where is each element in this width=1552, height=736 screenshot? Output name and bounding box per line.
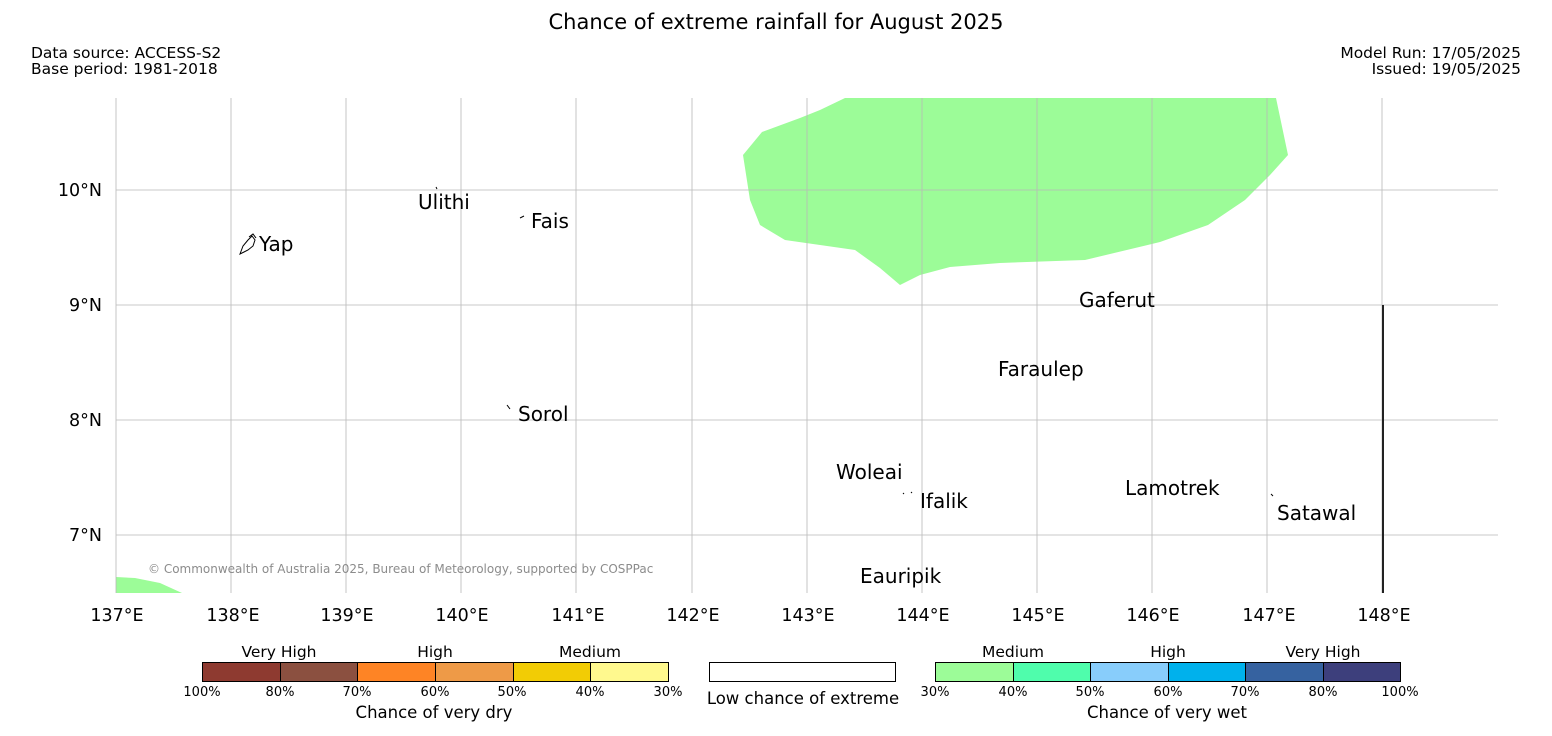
island-outlines	[239, 186, 1274, 497]
place-label-eauripik: Eauripik	[860, 564, 942, 588]
dry-swatch	[513, 663, 592, 681]
lat-label: 8°N	[69, 411, 102, 431]
dry-category-label: Very High	[241, 643, 317, 661]
place-label-fais: Fais	[531, 209, 569, 233]
satawal-island-outline	[1270, 493, 1274, 497]
lon-label: 142°E	[666, 606, 719, 626]
lat-label: 9°N	[69, 296, 102, 316]
place-label-satawal: Satawal	[1277, 501, 1356, 525]
wet-colorbar	[935, 662, 1401, 682]
place-label-faraulep: Faraulep	[998, 357, 1084, 381]
place-label-ifalik: Ifalik	[920, 489, 968, 513]
wet-category-label: Medium	[982, 643, 1044, 661]
wet-swatch	[936, 663, 1014, 681]
wet-swatch	[1168, 663, 1246, 681]
dry-swatch	[203, 663, 281, 681]
dry-legend-title: Chance of very dry	[355, 703, 513, 722]
place-label-woleai: Woleai	[836, 460, 903, 484]
low-swatch	[710, 663, 895, 681]
dry-swatch	[436, 663, 514, 681]
low-chance-swatch	[709, 662, 896, 682]
issued-text: Issued: 19/05/2025	[1371, 60, 1521, 78]
wet-tick: 80%	[1308, 685, 1338, 700]
wet-tick: 50%	[1075, 685, 1105, 700]
lon-label: 141°E	[551, 606, 604, 626]
wet-tick: 60%	[1153, 685, 1183, 700]
wet-tick: 100%	[1381, 685, 1419, 700]
wet-tick: 30%	[920, 685, 950, 700]
map-title: Chance of extreme rainfall for August 20…	[548, 10, 1004, 34]
wet-swatch	[1323, 663, 1400, 681]
dry-swatch	[358, 663, 437, 681]
wet-legend-title: Chance of very wet	[1087, 703, 1247, 722]
wet-category-label: High	[1150, 643, 1186, 661]
header-left: Data source: ACCESS-S2 Base period: 1981…	[31, 45, 221, 77]
place-label-yap: Yap	[258, 232, 293, 256]
header-right: Model Run: 17/05/2025 Issued: 19/05/2025	[1340, 45, 1521, 77]
wet-category-label: Very High	[1285, 643, 1361, 661]
lon-label: 137°E	[90, 606, 143, 626]
dry-tick: 50%	[497, 685, 527, 700]
yap-island-outline	[239, 233, 257, 256]
medium-wet-region	[743, 98, 1288, 285]
fais-island-outline	[519, 215, 525, 219]
lat-label: 7°N	[69, 526, 102, 546]
ulithi-island-outline	[435, 186, 438, 190]
lat-label: 10°N	[58, 181, 102, 201]
dry-colorbar	[202, 662, 669, 682]
lon-label: 140°E	[435, 606, 488, 626]
woleai-island-outline	[902, 491, 913, 495]
dry-tick: 80%	[265, 685, 295, 700]
place-label-sorol: Sorol	[518, 402, 569, 426]
dry-tick: 40%	[575, 685, 605, 700]
lon-label: 144°E	[896, 606, 949, 626]
map-canvas: 10°N 9°N 8°N 7°N 137°E 138°E 139°E 140°E…	[58, 98, 1498, 626]
wet-swatch	[1246, 663, 1324, 681]
lon-label: 147°E	[1242, 606, 1295, 626]
copyright-notice: © Commonwealth of Australia 2025, Bureau…	[148, 562, 654, 576]
dry-tick: 100%	[183, 685, 221, 700]
wet-swatch	[1091, 663, 1169, 681]
dry-category-label: High	[417, 643, 453, 661]
dry-swatch	[280, 663, 359, 681]
model-run-text: Model Run: 17/05/2025	[1340, 44, 1521, 62]
dry-swatch	[591, 663, 669, 681]
base-period-text: Base period: 1981-2018	[31, 60, 218, 78]
dry-tick: 70%	[342, 685, 372, 700]
graticule	[115, 98, 1498, 593]
lon-label: 145°E	[1011, 606, 1064, 626]
wet-tick: 70%	[1230, 685, 1260, 700]
lon-label: 148°E	[1357, 606, 1410, 626]
lon-label: 146°E	[1126, 606, 1179, 626]
wet-tick: 40%	[998, 685, 1028, 700]
dry-category-label: Medium	[559, 643, 621, 661]
data-source-text: Data source: ACCESS-S2	[31, 44, 222, 62]
place-label-gaferut: Gaferut	[1079, 288, 1155, 312]
low-chance-title: Low chance of extreme	[706, 689, 900, 708]
medium-wet-region-corner	[116, 577, 182, 593]
dry-tick: 30%	[653, 685, 683, 700]
wet-swatch	[1013, 663, 1091, 681]
lon-label: 139°E	[320, 606, 373, 626]
place-label-lamotrek: Lamotrek	[1125, 476, 1220, 500]
lon-label: 143°E	[781, 606, 834, 626]
dry-tick: 60%	[420, 685, 450, 700]
lon-label: 138°E	[206, 606, 259, 626]
sorol-island-outline	[506, 404, 511, 410]
place-label-ulithi: Ulithi	[418, 190, 470, 214]
